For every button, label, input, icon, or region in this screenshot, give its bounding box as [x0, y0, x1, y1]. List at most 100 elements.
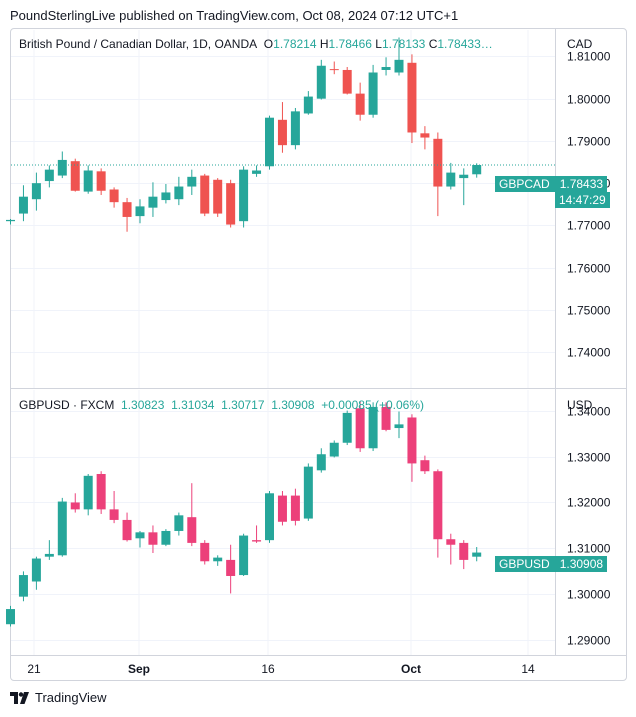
- candle[interactable]: [459, 540, 469, 570]
- candle[interactable]: [472, 163, 482, 178]
- candle[interactable]: [420, 455, 430, 474]
- candle[interactable]: [148, 182, 158, 217]
- candle[interactable]: [226, 544, 236, 594]
- candle[interactable]: [329, 440, 339, 458]
- candle[interactable]: [433, 132, 443, 217]
- candle[interactable]: [355, 401, 365, 452]
- open-label: O: [263, 37, 274, 51]
- candle[interactable]: [122, 512, 132, 542]
- candle[interactable]: [472, 547, 482, 562]
- candle-body: [57, 501, 67, 556]
- low-label: L: [375, 37, 382, 51]
- candle[interactable]: [368, 402, 378, 452]
- candle-body: [31, 558, 41, 582]
- candle-body: [252, 170, 262, 174]
- candle[interactable]: [135, 199, 145, 224]
- candle[interactable]: [329, 61, 339, 75]
- candle[interactable]: [44, 165, 54, 188]
- candle-body: [446, 539, 456, 545]
- gbpcad-legend: British Pound / Canadian Dollar, 1D, OAN…: [19, 37, 493, 51]
- candle[interactable]: [83, 165, 93, 194]
- candle[interactable]: [252, 525, 262, 543]
- candle[interactable]: [57, 497, 67, 557]
- candle[interactable]: [290, 488, 300, 526]
- candle[interactable]: [109, 490, 119, 524]
- candle[interactable]: [420, 126, 430, 150]
- candle[interactable]: [6, 219, 15, 225]
- candle[interactable]: [342, 410, 352, 446]
- high-value: 1.78466: [328, 37, 372, 51]
- candle[interactable]: [239, 166, 249, 228]
- candle[interactable]: [381, 57, 391, 76]
- candle-body: [96, 473, 106, 510]
- candle[interactable]: [342, 67, 352, 95]
- candle[interactable]: [213, 555, 223, 566]
- candle[interactable]: [265, 490, 274, 543]
- candle[interactable]: [31, 556, 41, 590]
- tradingview-footer[interactable]: TradingView: [10, 690, 107, 705]
- candle[interactable]: [174, 176, 184, 206]
- candle-body: [433, 138, 443, 187]
- candle[interactable]: [31, 172, 41, 211]
- usd-currency-label[interactable]: USD: [567, 398, 593, 412]
- candle[interactable]: [303, 91, 313, 115]
- candle[interactable]: [148, 525, 158, 554]
- candle[interactable]: [394, 37, 404, 76]
- candle[interactable]: [226, 179, 236, 228]
- candle[interactable]: [200, 173, 210, 217]
- y-tick-label: 1.79000: [567, 135, 611, 149]
- close-value: 1.78433…: [437, 37, 493, 51]
- candle[interactable]: [135, 530, 145, 548]
- candle[interactable]: [407, 54, 417, 144]
- candle[interactable]: [161, 184, 171, 204]
- candle-body: [174, 515, 184, 531]
- candle[interactable]: [70, 493, 80, 513]
- candle[interactable]: [44, 540, 54, 560]
- candle[interactable]: [161, 529, 171, 547]
- candle[interactable]: [174, 512, 184, 536]
- candle[interactable]: [394, 411, 404, 439]
- candle[interactable]: [96, 168, 106, 195]
- candle-body: [316, 454, 326, 471]
- candle[interactable]: [459, 168, 469, 206]
- candle-body: [277, 495, 287, 522]
- candle[interactable]: [277, 102, 287, 153]
- candle[interactable]: [446, 533, 456, 565]
- candle[interactable]: [252, 165, 262, 177]
- candle[interactable]: [122, 197, 132, 232]
- candle[interactable]: [316, 448, 326, 473]
- x-tick-label: 16: [261, 662, 275, 676]
- candle[interactable]: [109, 187, 119, 208]
- candle[interactable]: [265, 115, 274, 170]
- candle[interactable]: [355, 82, 365, 121]
- candle[interactable]: [316, 59, 326, 100]
- candle-body: [83, 170, 93, 192]
- candle[interactable]: [290, 107, 300, 150]
- candle[interactable]: [303, 463, 313, 521]
- candle[interactable]: [200, 540, 210, 565]
- candle[interactable]: [407, 414, 417, 482]
- candle[interactable]: [6, 605, 15, 627]
- x-tick-label: Sep: [128, 662, 150, 676]
- candle[interactable]: [70, 158, 80, 192]
- candle[interactable]: [83, 473, 93, 516]
- candle[interactable]: [433, 469, 443, 558]
- candle[interactable]: [277, 490, 287, 526]
- candle[interactable]: [18, 185, 28, 222]
- candle[interactable]: [187, 483, 197, 547]
- candle[interactable]: [18, 571, 28, 602]
- x-tick-label: 21: [27, 662, 41, 676]
- candle[interactable]: [96, 471, 106, 514]
- cad-currency-label[interactable]: CAD: [567, 37, 593, 51]
- candle[interactable]: [368, 64, 378, 118]
- candle[interactable]: [446, 162, 456, 190]
- candle[interactable]: [381, 402, 391, 432]
- candle-body: [96, 171, 106, 191]
- candle[interactable]: [213, 178, 223, 217]
- candle[interactable]: [239, 533, 249, 576]
- gbpcad-title: British Pound / Canadian Dollar, 1D, OAN…: [19, 37, 258, 51]
- candle-body: [472, 552, 482, 557]
- candle[interactable]: [187, 169, 197, 195]
- chart-frame[interactable]: [10, 28, 627, 681]
